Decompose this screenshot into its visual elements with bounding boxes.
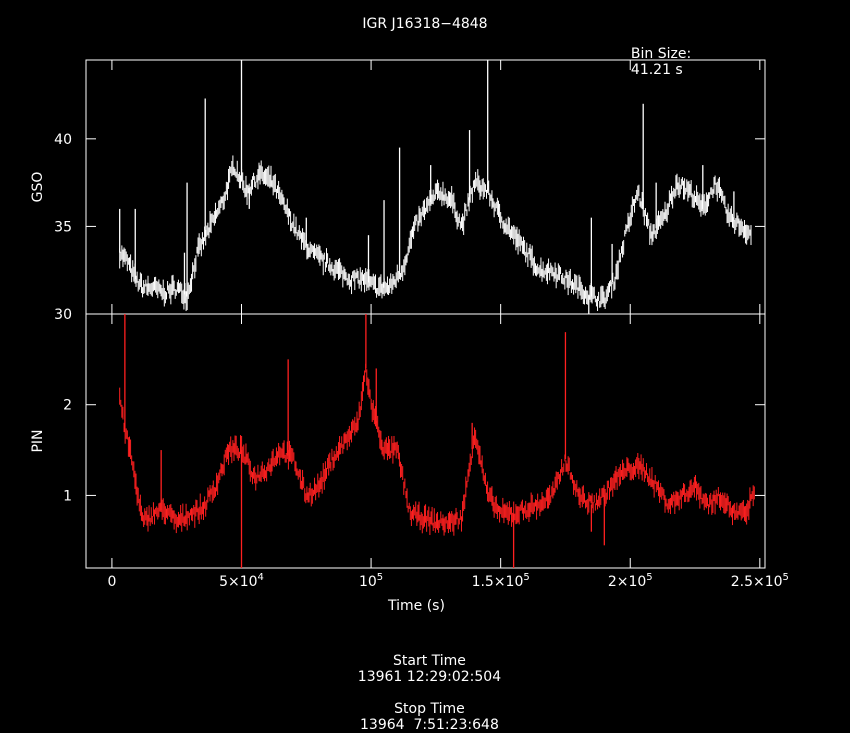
stop-time-value: 13964 7:51:23:648 [360,717,499,733]
start-time-label: Start Time [392,653,466,669]
y-tick-label: 2 [63,398,72,414]
lightcurve-plot: 30 35 40 GSO 1 2 PIN 0 5×104 105 1.5×105 2×105 2.5×1… [30,59,789,590]
start-time-value: 13961 12:29:02:504 [357,669,502,685]
panel-frame-gso [85,59,766,315]
y-axis-label-pin: PIN [30,429,46,452]
y-tick-label: 35 [54,219,72,235]
bin-size-value: 41.21 s [630,62,683,78]
x-tick-label: 105 [359,572,383,590]
x-tick-label: 0 [107,574,116,590]
x-tick-label: 1.5×105 [472,572,530,590]
x-tick-label: 5×104 [219,572,264,590]
x-axis-label: Time (s) [388,598,445,614]
panel-frame-pin [85,313,766,569]
y-tick-label: 1 [63,488,72,504]
footer-times: Start Time 13961 12:29:02:504 Stop Time … [0,637,850,733]
y-tick-label: 30 [54,307,72,323]
bin-size-label: Bin Size: 41.21 s [622,30,691,78]
bin-size-text: Bin Size: [630,46,692,62]
chart-title: IGR J16318−4848 [362,16,488,32]
stop-time-label: Stop Time [394,701,465,717]
x-tick-label: 2×105 [608,572,653,590]
y-axis-label-gso: GSO [30,172,46,203]
x-tick-label: 2.5×105 [731,572,789,590]
y-tick-label: 40 [54,132,72,148]
